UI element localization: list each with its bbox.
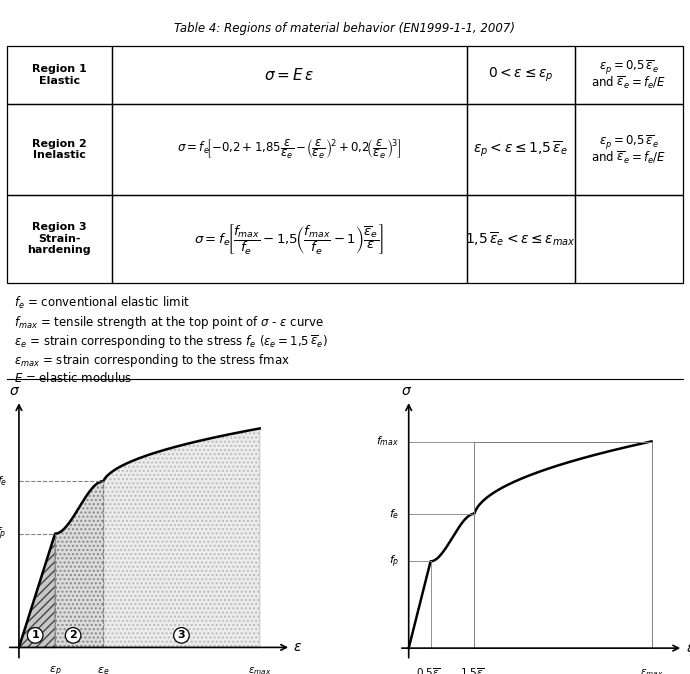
Bar — [7, 104, 112, 195]
Text: $f_p$: $f_p$ — [0, 526, 7, 542]
Text: $1{,}5\overline{\varepsilon}_e$: $1{,}5\overline{\varepsilon}_e$ — [460, 667, 489, 674]
Text: $0{,}5\overline{\varepsilon}_e$: $0{,}5\overline{\varepsilon}_e$ — [416, 667, 445, 674]
Text: 2: 2 — [69, 630, 77, 640]
Bar — [575, 195, 683, 282]
Text: $1{,}5\,\overline{\varepsilon}_e < \varepsilon \leq \varepsilon_{max}$: $1{,}5\,\overline{\varepsilon}_e < \vare… — [466, 230, 576, 248]
Text: $\varepsilon_{max}$: $\varepsilon_{max}$ — [640, 667, 663, 674]
Text: $\sigma = f_e\!\left[-0{,}2 + 1{,}85\dfrac{\varepsilon}{\varepsilon_e} - \!\left: $\sigma = f_e\!\left[-0{,}2 + 1{,}85\dfr… — [177, 137, 402, 162]
Text: $f_e$: $f_e$ — [388, 507, 399, 521]
Text: and $\overline{\varepsilon}_e = f_e/E$: and $\overline{\varepsilon}_e = f_e/E$ — [591, 150, 667, 166]
Text: $\sigma = E\,\varepsilon$: $\sigma = E\,\varepsilon$ — [264, 67, 315, 83]
Bar — [466, 104, 575, 195]
Bar — [112, 46, 466, 104]
Text: $\varepsilon_{max}$: $\varepsilon_{max}$ — [248, 665, 271, 674]
Bar — [575, 46, 683, 104]
Text: $\varepsilon_e$: $\varepsilon_e$ — [97, 665, 110, 674]
Text: $f_{max}$: $f_{max}$ — [376, 435, 399, 448]
Text: Region 1
Elastic: Region 1 Elastic — [32, 64, 87, 86]
Bar — [7, 195, 112, 282]
Text: $\varepsilon$: $\varepsilon$ — [686, 641, 690, 655]
Text: 1: 1 — [31, 630, 39, 640]
Text: Region 2
Inelastic: Region 2 Inelastic — [32, 139, 87, 160]
Bar — [575, 104, 683, 195]
Text: $\sigma$: $\sigma$ — [8, 384, 20, 398]
Text: $f_e$: $f_e$ — [0, 474, 7, 488]
Text: $E$ = elastic modulus: $E$ = elastic modulus — [14, 371, 132, 385]
Text: $\varepsilon_e$ = strain corresponding to the stress $f_e$ ($\varepsilon_e = 1{,: $\varepsilon_e$ = strain corresponding t… — [14, 333, 328, 350]
Text: $f_p$: $f_p$ — [388, 553, 399, 570]
Bar — [466, 195, 575, 282]
Text: $\sigma$: $\sigma$ — [401, 384, 412, 398]
Text: and $\overline{\varepsilon}_e = f_e/E$: and $\overline{\varepsilon}_e = f_e/E$ — [591, 75, 667, 91]
Bar — [112, 104, 466, 195]
Text: $\varepsilon$: $\varepsilon$ — [293, 640, 302, 654]
Text: $\sigma = f_e\!\left[\dfrac{f_{max}}{f_e} - 1{,}5\!\left(\dfrac{f_{max}}{f_e} - : $\sigma = f_e\!\left[\dfrac{f_{max}}{f_e… — [194, 222, 384, 256]
Text: $\varepsilon_p =0{,}5\,\overline{\varepsilon}_e$: $\varepsilon_p =0{,}5\,\overline{\vareps… — [599, 133, 659, 150]
Text: $f_{max}$ = tensile strength at the top point of $\sigma$ - $\varepsilon$ curve: $f_{max}$ = tensile strength at the top … — [14, 314, 324, 332]
Bar — [7, 46, 112, 104]
Text: Region 3
Strain-
hardening: Region 3 Strain- hardening — [28, 222, 91, 255]
Bar — [466, 46, 575, 104]
Text: $0 < \varepsilon \leq \varepsilon_p$: $0 < \varepsilon \leq \varepsilon_p$ — [488, 66, 553, 84]
Text: $\varepsilon_p < \varepsilon \leq 1{,}5\,\overline{\varepsilon}_e$: $\varepsilon_p < \varepsilon \leq 1{,}5\… — [473, 140, 569, 160]
Text: $\varepsilon_{max}$ = strain corresponding to the stress fmax: $\varepsilon_{max}$ = strain correspondi… — [14, 353, 290, 369]
Text: Table 4: Regions of material behavior (EN1999-1-1, 2007): Table 4: Regions of material behavior (E… — [175, 22, 515, 35]
Text: $\varepsilon_p$: $\varepsilon_p$ — [49, 665, 61, 674]
Bar — [112, 195, 466, 282]
Text: $f_e$ = conventional elastic limit: $f_e$ = conventional elastic limit — [14, 295, 190, 311]
Text: 3: 3 — [177, 630, 186, 640]
Text: $\varepsilon_p =0{,}5\,\overline{\varepsilon}_e$: $\varepsilon_p =0{,}5\,\overline{\vareps… — [599, 58, 659, 75]
